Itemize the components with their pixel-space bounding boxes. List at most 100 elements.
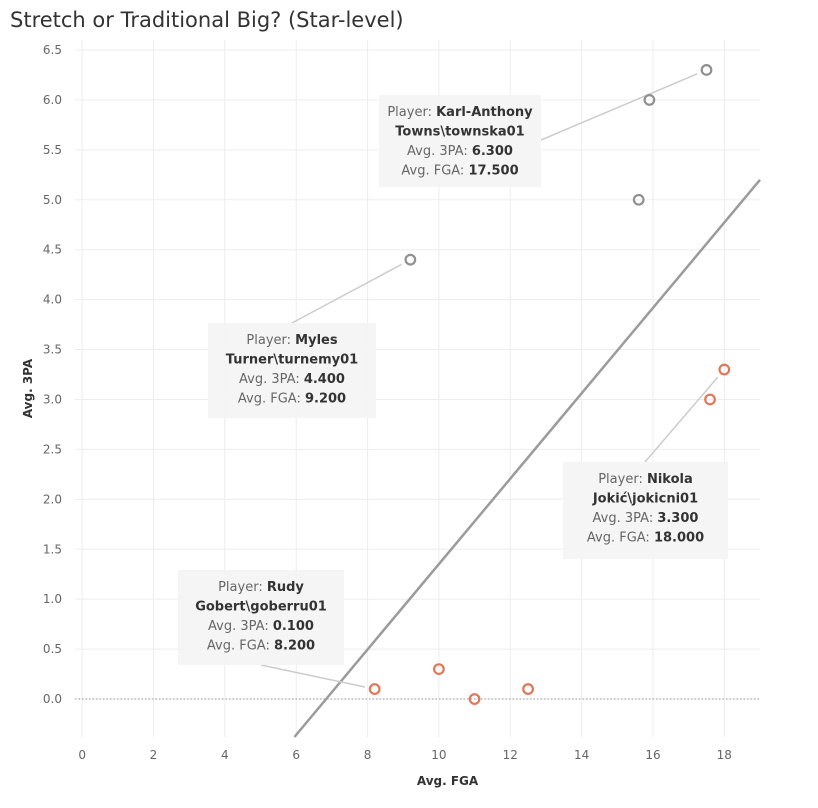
y-tick-label: 2.5 <box>43 442 62 456</box>
x-tick-label: 4 <box>221 748 229 762</box>
tooltip-leader-line <box>644 376 719 463</box>
tooltip-value: Nikola <box>647 472 693 487</box>
tooltips: Player: Karl-Anthony Towns\townska01 Avg. … <box>178 95 728 665</box>
tooltip-box <box>178 570 344 665</box>
x-tick-label: 14 <box>574 748 589 762</box>
x-tick-labels: 0 2 4 6 8 10 12 14 16 18 <box>78 748 732 762</box>
data-points <box>368 64 731 705</box>
tooltip-line: Turner\turnemy01 <box>226 353 358 368</box>
tooltip-leaders <box>260 73 719 688</box>
tooltip-value: 17.500 <box>468 164 518 179</box>
x-tick-label: 18 <box>717 748 732 762</box>
tooltip-line: Avg. FGA: 18.000 <box>587 531 704 546</box>
y-tick-label: 3.5 <box>43 343 62 357</box>
y-tick-label: 4.0 <box>43 293 62 307</box>
tooltip-box <box>563 462 728 559</box>
data-point <box>704 393 716 406</box>
data-point <box>632 193 645 206</box>
tooltip-line: Towns\townska01 <box>395 125 524 140</box>
tooltip-value: 3.300 <box>657 511 698 526</box>
tooltip-key: Avg. 3PA: <box>208 619 273 634</box>
y-tick-label: 1.5 <box>43 542 62 556</box>
y-tick-label: 5.5 <box>43 143 62 157</box>
tooltip: Player: Myles Turner\turnemy01 Avg. 3PA: 4… <box>208 323 376 418</box>
tooltip-line: Avg. 3PA: 0.100 <box>208 619 314 634</box>
data-point <box>368 683 381 695</box>
tooltip-key: Avg. FGA: <box>238 392 305 407</box>
reference-line <box>293 178 761 738</box>
data-point <box>718 363 731 376</box>
y-tick-labels: 0.0 0.5 1.0 1.5 2.0 2.5 3.0 3.5 4.0 4.5 5.0 5.5 6.0 6… <box>43 43 62 706</box>
tooltip-value: Myles <box>295 333 338 348</box>
tooltip-value: Turner\turnemy01 <box>226 353 358 368</box>
tooltip-line: Player: Myles <box>246 333 337 348</box>
tooltip: Player: Karl-Anthony Towns\townska01 Avg. … <box>379 95 541 187</box>
tooltip-box <box>379 95 541 187</box>
x-tick-label: 10 <box>431 748 446 762</box>
data-point <box>643 94 656 106</box>
x-tick-label: 2 <box>150 748 158 762</box>
tooltip-box <box>208 323 376 418</box>
y-tick-label: 0.0 <box>43 692 62 706</box>
tooltip-value: 9.200 <box>305 392 346 407</box>
tooltip-line: Avg. FGA: 8.200 <box>207 639 315 654</box>
tooltip-key: Player: <box>218 580 267 595</box>
tooltip-value: 8.200 <box>274 639 315 654</box>
tooltip: Player: Nikola Jokić\jokicni01 Avg. 3PA: 3… <box>563 462 728 559</box>
y-tick-label: 3.0 <box>43 392 62 406</box>
data-point <box>468 693 481 705</box>
x-tick-label: 8 <box>364 748 372 762</box>
x-axis-label: Avg. FGA <box>417 774 479 788</box>
x-tick-label: 12 <box>503 748 518 762</box>
tooltip-key: Player: <box>246 333 295 348</box>
tooltip-line: Avg. FGA: 9.200 <box>238 392 346 407</box>
tooltip-value: Karl-Anthony <box>436 105 533 120</box>
reference-line-group <box>293 178 761 738</box>
tooltip-line: Avg. FGA: 17.500 <box>401 164 518 179</box>
y-tick-label: 0.5 <box>43 642 62 656</box>
tooltip-value: 6.300 <box>472 144 513 159</box>
data-point <box>433 663 445 675</box>
chart-title: Stretch or Traditional Big? (Star-level) <box>10 8 404 32</box>
x-tick-label: 16 <box>645 748 660 762</box>
tooltip-key: Player: <box>387 105 436 120</box>
data-point <box>700 64 713 76</box>
x-tick-label: 6 <box>292 748 300 762</box>
tooltip-key: Avg. FGA: <box>401 164 468 179</box>
y-tick-label: 6.0 <box>43 93 62 107</box>
x-tick-label: 0 <box>78 748 86 762</box>
tooltip-key: Avg. 3PA: <box>239 372 304 387</box>
data-point <box>404 253 417 266</box>
tooltip-line: Player: Karl-Anthony <box>387 105 533 120</box>
y-tick-label: 5.0 <box>43 193 62 207</box>
tooltip: Player: Rudy Gobert\goberru01 Avg. 3PA: 0.… <box>178 570 344 665</box>
tooltip-line: Player: Rudy <box>218 580 304 595</box>
y-tick-label: 6.5 <box>43 43 62 57</box>
y-tick-label: 1.0 <box>43 592 62 606</box>
tooltip-key: Avg. FGA: <box>207 639 274 654</box>
y-tick-label: 4.5 <box>43 243 62 257</box>
tooltip-line: Gobert\goberru01 <box>195 600 327 615</box>
tooltip-value: Jokić\jokicni01 <box>592 492 698 507</box>
tooltip-key: Avg. FGA: <box>587 531 654 546</box>
tooltip-leader-line <box>540 73 698 141</box>
tooltip-value: 0.100 <box>273 619 314 634</box>
tooltip-leader-line <box>291 263 402 324</box>
tooltip-key: Avg. 3PA: <box>407 144 472 159</box>
tooltip-value: Gobert\goberru01 <box>195 600 327 615</box>
tooltip-value: 4.400 <box>304 372 345 387</box>
y-axis-label: Avg. 3PA <box>21 358 35 418</box>
data-point <box>522 683 534 695</box>
tooltip-line: Player: Nikola <box>598 472 693 487</box>
tooltip-line: Avg. 3PA: 3.300 <box>593 511 699 526</box>
tooltip-key: Avg. 3PA: <box>593 511 658 526</box>
tooltip-value: 18.000 <box>654 531 704 546</box>
tooltip-leader-line <box>260 664 366 688</box>
tooltip-value: Rudy <box>267 580 305 595</box>
tooltip-line: Jokić\jokicni01 <box>592 492 698 507</box>
y-tick-label: 2.0 <box>43 492 62 506</box>
tooltip-key: Player: <box>598 472 647 487</box>
tooltip-line: Avg. 3PA: 6.300 <box>407 144 513 159</box>
tooltip-value: Towns\townska01 <box>395 125 524 140</box>
